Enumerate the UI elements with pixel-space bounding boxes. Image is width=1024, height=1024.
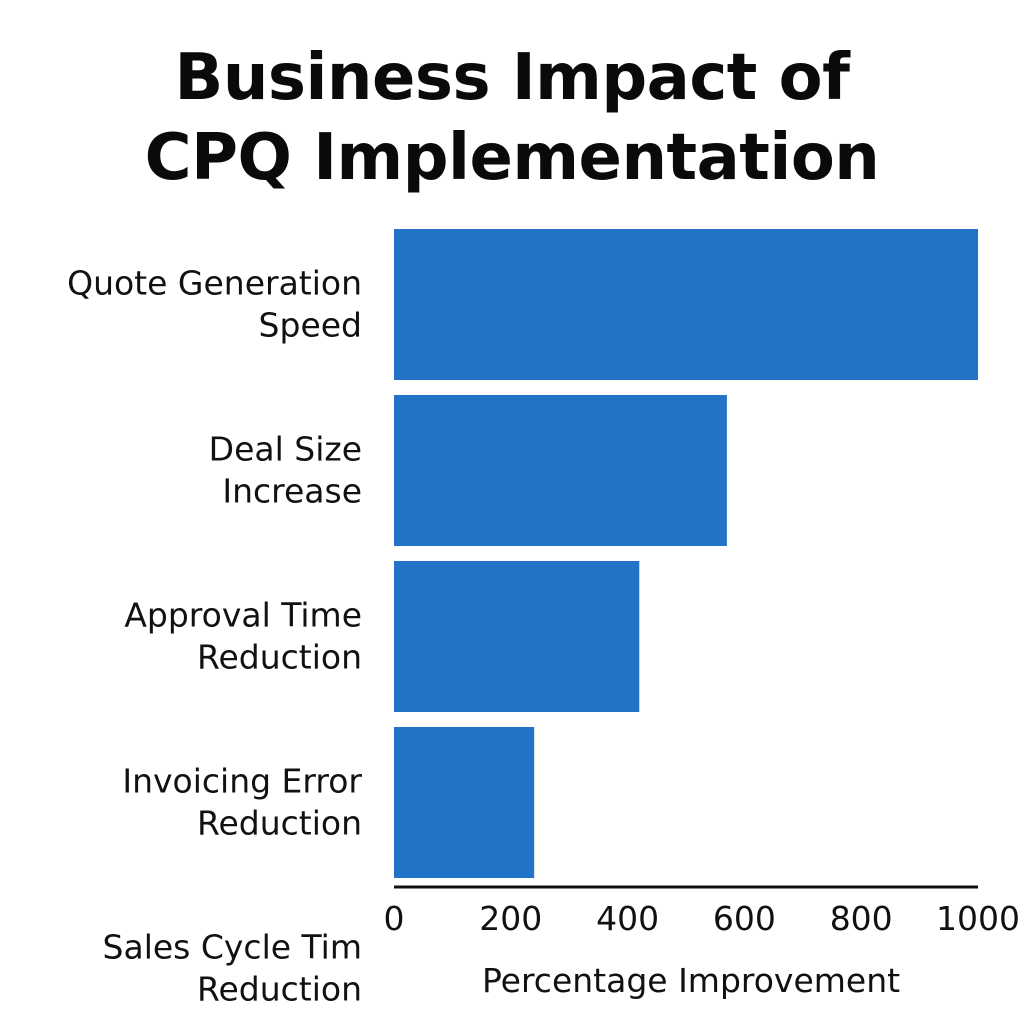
bars-layer <box>394 229 978 878</box>
x-tick-label: 200 <box>479 899 542 938</box>
category-label-approval-time-reduction: Approval Time Reduction <box>124 596 362 677</box>
x-tick-label: 600 <box>713 899 776 938</box>
chart-title: Business Impact of CPQ Implementation <box>144 41 880 195</box>
bar-deal-size-increase <box>394 395 727 546</box>
category-label-sales-cycle-tim-reduction: Sales Cycle Tim Reduction <box>103 928 362 1009</box>
x-tick-label: 1000 <box>936 899 1020 938</box>
x-tick-labels: 0 200 400 600 800 1000 <box>384 899 1020 938</box>
category-label-invoicing-error-reduction: Invoicing Error Reduction <box>122 762 362 843</box>
category-label-deal-size-increase: Deal Size Increase <box>209 430 362 511</box>
bar-quote-generation-speed <box>394 229 978 380</box>
x-tick-label: 0 <box>384 899 405 938</box>
category-labels: Quote Generation Speed Deal Size Increase Ap… <box>67 264 362 1009</box>
x-tick-label: 400 <box>596 899 659 938</box>
x-axis-title: Percentage Improvement <box>482 961 900 1000</box>
x-tick-label: 800 <box>830 899 893 938</box>
bar-approval-time-reduction <box>394 561 640 712</box>
bar-invoicing-error-reduction <box>394 727 535 878</box>
category-label-quote-generation-speed: Quote Generation Speed <box>67 264 362 345</box>
